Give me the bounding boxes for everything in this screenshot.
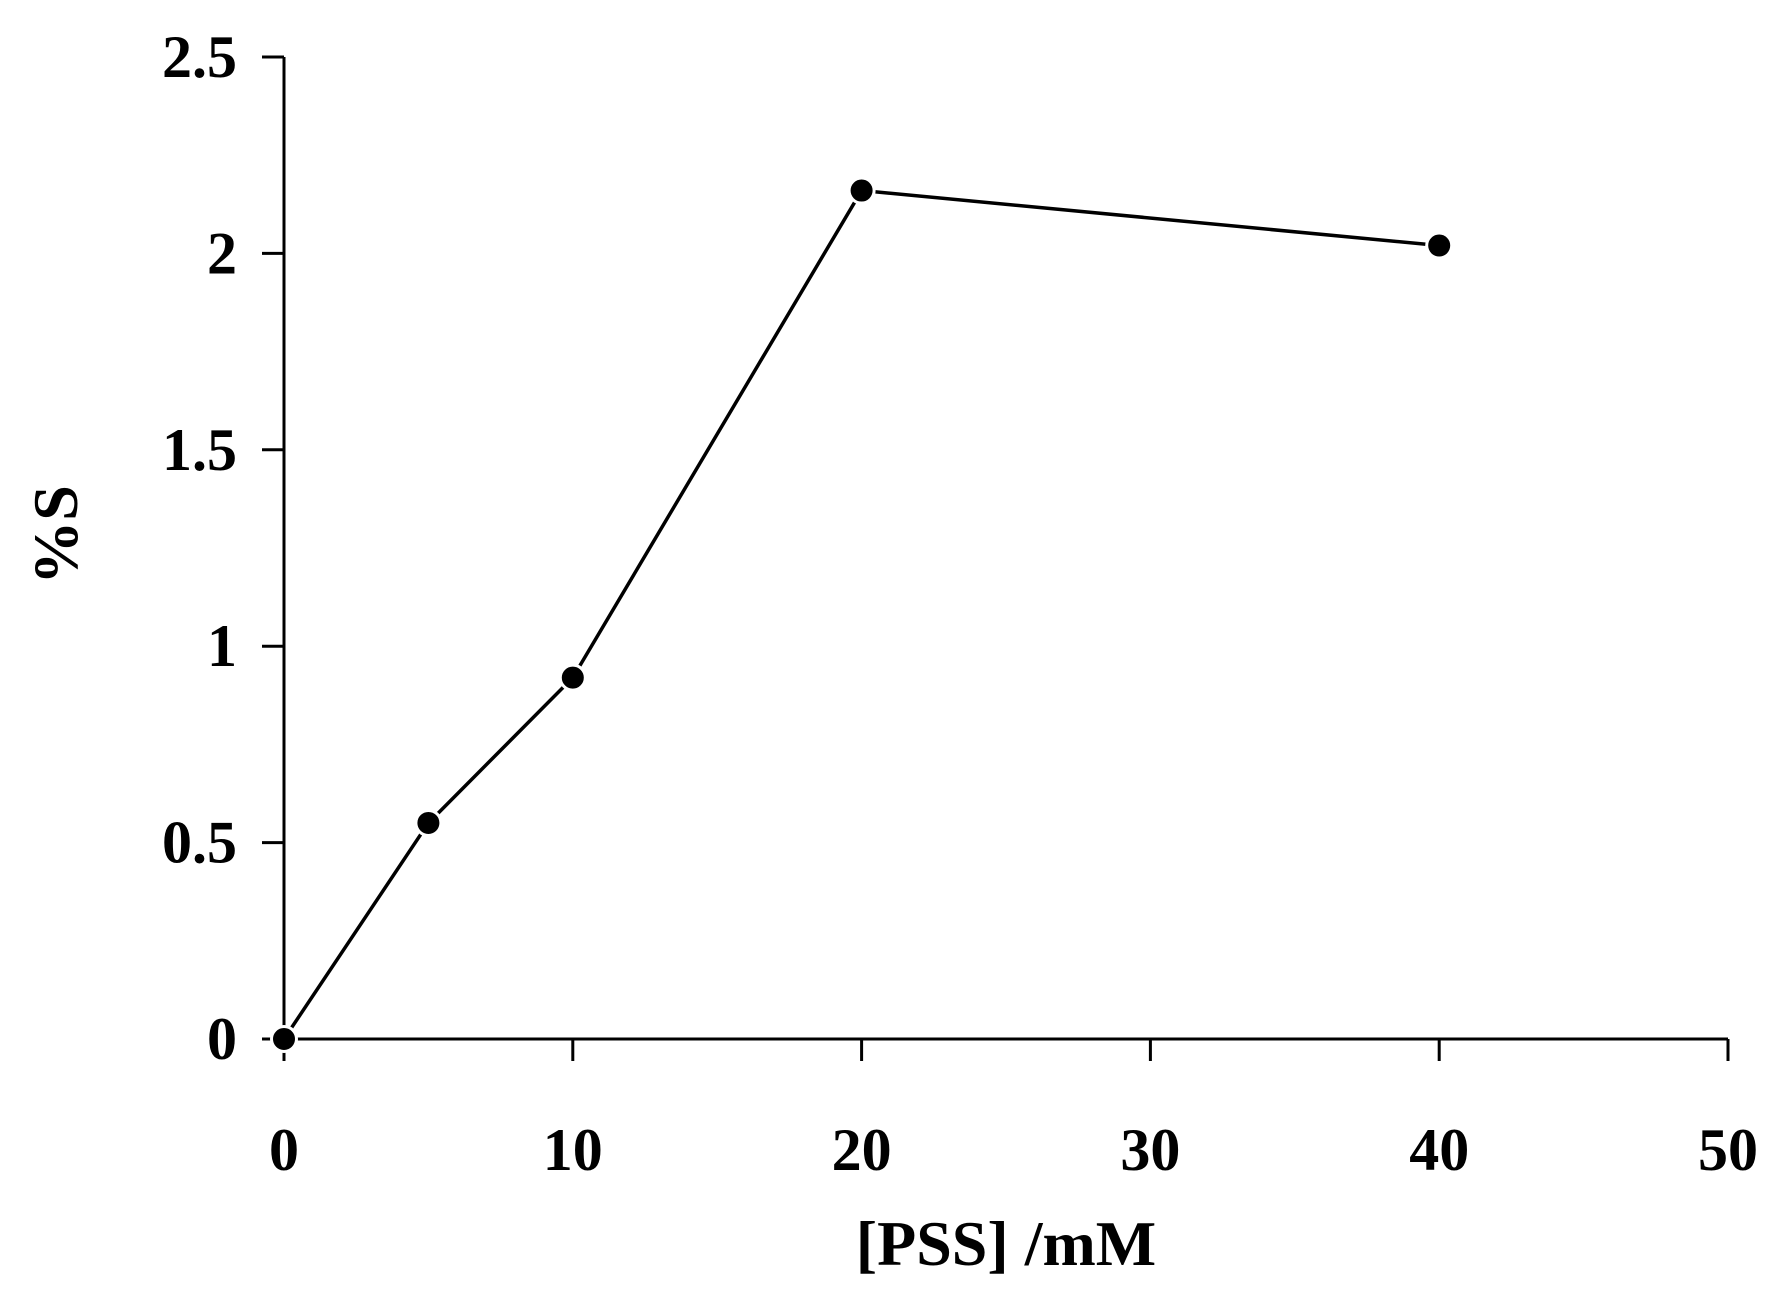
y-axis-title: %S <box>20 485 91 585</box>
y-tick-label: 1.5 <box>162 417 237 483</box>
data-point <box>414 808 443 837</box>
x-tick-label: 20 <box>832 1117 892 1183</box>
x-tick-label: 30 <box>1120 1117 1180 1183</box>
y-tick-label: 2 <box>207 220 237 286</box>
x-tick-label: 10 <box>543 1117 603 1183</box>
x-axis-title: [PSS] /mM <box>856 1208 1156 1279</box>
x-tick-label: 0 <box>269 1117 299 1183</box>
x-tick-label: 50 <box>1698 1117 1758 1183</box>
data-point <box>847 176 876 205</box>
series-line <box>282 188 1440 1040</box>
axes: 0 0.5 1 1.5 2 2.5 0 10 20 30 40 50 <box>162 24 1758 1183</box>
data-point <box>270 1025 298 1053</box>
series-layer <box>270 176 1454 1053</box>
y-tick-label: 2.5 <box>162 24 237 90</box>
y-tick-label: 0.5 <box>162 810 237 876</box>
y-tick-label: 1 <box>207 613 237 679</box>
y-tick-label: 0 <box>207 1006 237 1072</box>
data-point <box>558 663 587 692</box>
y-axis-ticks: 0 0.5 1 1.5 2 2.5 <box>162 24 284 1072</box>
data-point <box>1425 231 1454 260</box>
x-axis-ticks: 0 10 20 30 40 50 <box>269 1039 1758 1183</box>
x-tick-label: 40 <box>1409 1117 1469 1183</box>
